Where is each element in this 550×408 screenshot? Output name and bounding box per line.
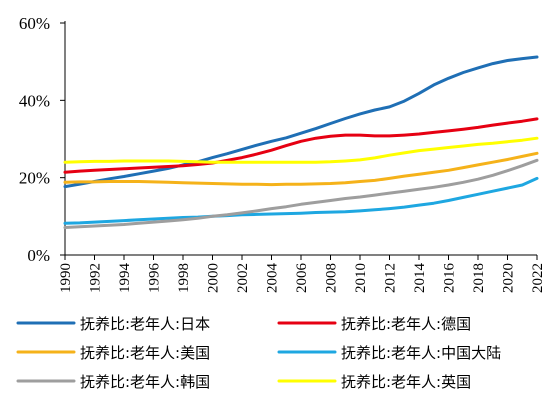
x-tick-label: 2004 (265, 263, 281, 294)
series-line (63, 136, 539, 164)
x-tick-label: 2014 (412, 263, 428, 294)
x-tick-label: 1994 (117, 263, 133, 294)
x-axis: 1990 1992 1994 1996 1998 2000 2002 2004 2006 2008… (58, 254, 546, 294)
y-axis: 0% 20% 40% 60% (19, 14, 66, 265)
x-tick-label: 2012 (383, 263, 399, 293)
series-line (63, 55, 539, 189)
x-tick-label: 2000 (206, 263, 222, 293)
x-tick-label: 2018 (471, 263, 487, 293)
x-tick-label: 1990 (58, 263, 74, 293)
legend-label: 抚养比:老年人:德国 (341, 315, 471, 333)
x-tick-label: 1992 (88, 263, 104, 293)
series-line (63, 158, 539, 229)
series-layer (63, 55, 539, 229)
series-line (63, 117, 539, 174)
x-tick-label: 2010 (353, 263, 369, 293)
legend-label: 抚养比:老年人:日本 (80, 315, 210, 333)
legend-label: 抚养比:老年人:美国 (80, 344, 210, 362)
x-tick-label: 2008 (324, 263, 340, 293)
x-tick-label: 2022 (530, 263, 546, 293)
legend-label: 抚养比:老年人:中国大陆 (341, 344, 501, 362)
series-line (63, 176, 539, 225)
x-tick-label: 2020 (501, 263, 517, 293)
y-tick-label: 60% (19, 14, 50, 33)
x-tick-label: 2002 (235, 263, 251, 293)
y-tick-label: 20% (19, 169, 50, 188)
x-tick-label: 1998 (176, 263, 192, 293)
y-tick-label: 0% (27, 246, 50, 265)
legend-label: 抚养比:老年人:韩国 (80, 373, 210, 391)
x-tick-label: 2006 (294, 263, 310, 294)
x-tick-label: 1996 (147, 263, 163, 294)
legend-label: 抚养比:老年人:英国 (341, 373, 471, 391)
x-tick-label: 2016 (442, 263, 458, 294)
y-tick-label: 40% (19, 91, 50, 110)
series-line (63, 151, 539, 187)
